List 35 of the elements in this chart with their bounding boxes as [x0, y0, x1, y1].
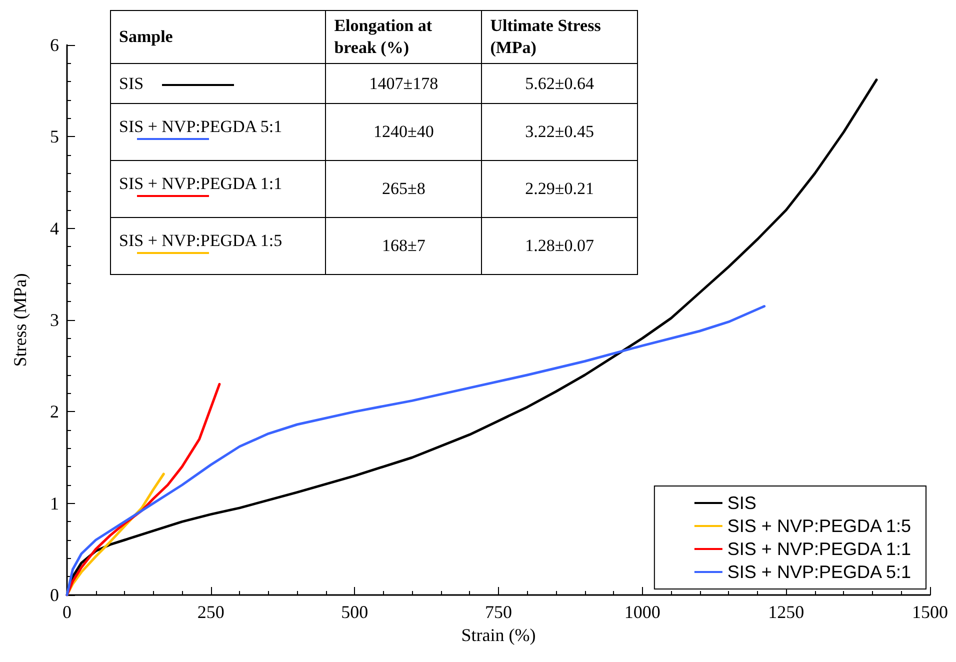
annotation: SIS + NVP:PEGDA 5:1 [119, 116, 282, 138]
y-tick-label: 2 [50, 402, 59, 422]
annotation: 1407±178 [369, 74, 438, 92]
annotation: Elongation at break (%) [334, 16, 432, 57]
x-tick-label: 1000 [624, 602, 660, 622]
y-tick-label: 4 [50, 218, 59, 238]
x-tick-label: 0 [62, 602, 72, 622]
y-tick-label: 0 [50, 585, 59, 605]
y-tick-label: 3 [50, 310, 59, 330]
annotation: SIS [119, 72, 144, 94]
annotation: 265±8 [382, 179, 426, 198]
x-tick-label: 1500 [912, 602, 948, 622]
annotation: 3.22±0.45 [525, 122, 594, 141]
annotation: Ultimate Stress (MPa) [490, 16, 601, 57]
x-axis-title: Strain (%) [461, 624, 536, 645]
legend-label: SIS + NVP:PEGDA 1:1 [727, 539, 912, 559]
x-tick-label: 1250 [768, 602, 804, 622]
annotation: SIS + NVP:PEGDA 1:1 [119, 172, 282, 194]
annotation: 168±7 [382, 236, 426, 255]
legend-label: SIS + NVP:PEGDA 1:5 [727, 516, 912, 536]
x-tick-label: 500 [341, 602, 368, 622]
annotation: 2.29±0.21 [525, 179, 594, 198]
annotation: SIS + NVP:PEGDA 1:5 [119, 230, 282, 252]
y-tick-label: 1 [50, 493, 59, 514]
annotation: Sample [119, 27, 173, 46]
x-tick-label: 750 [485, 602, 512, 622]
legend-label: SIS [727, 493, 756, 513]
x-tick-label: 250 [197, 602, 224, 622]
annotation: 1.28±0.07 [525, 236, 594, 255]
y-axis-title: Stress (MPa) [10, 273, 30, 367]
legend-label: SIS + NVP:PEGDA 5:1 [727, 562, 912, 582]
y-tick-label: 5 [50, 126, 59, 147]
y-tick-label: 6 [50, 35, 59, 55]
annotation: 5.62±0.64 [525, 74, 594, 92]
annotation: 1240±40 [374, 122, 434, 141]
